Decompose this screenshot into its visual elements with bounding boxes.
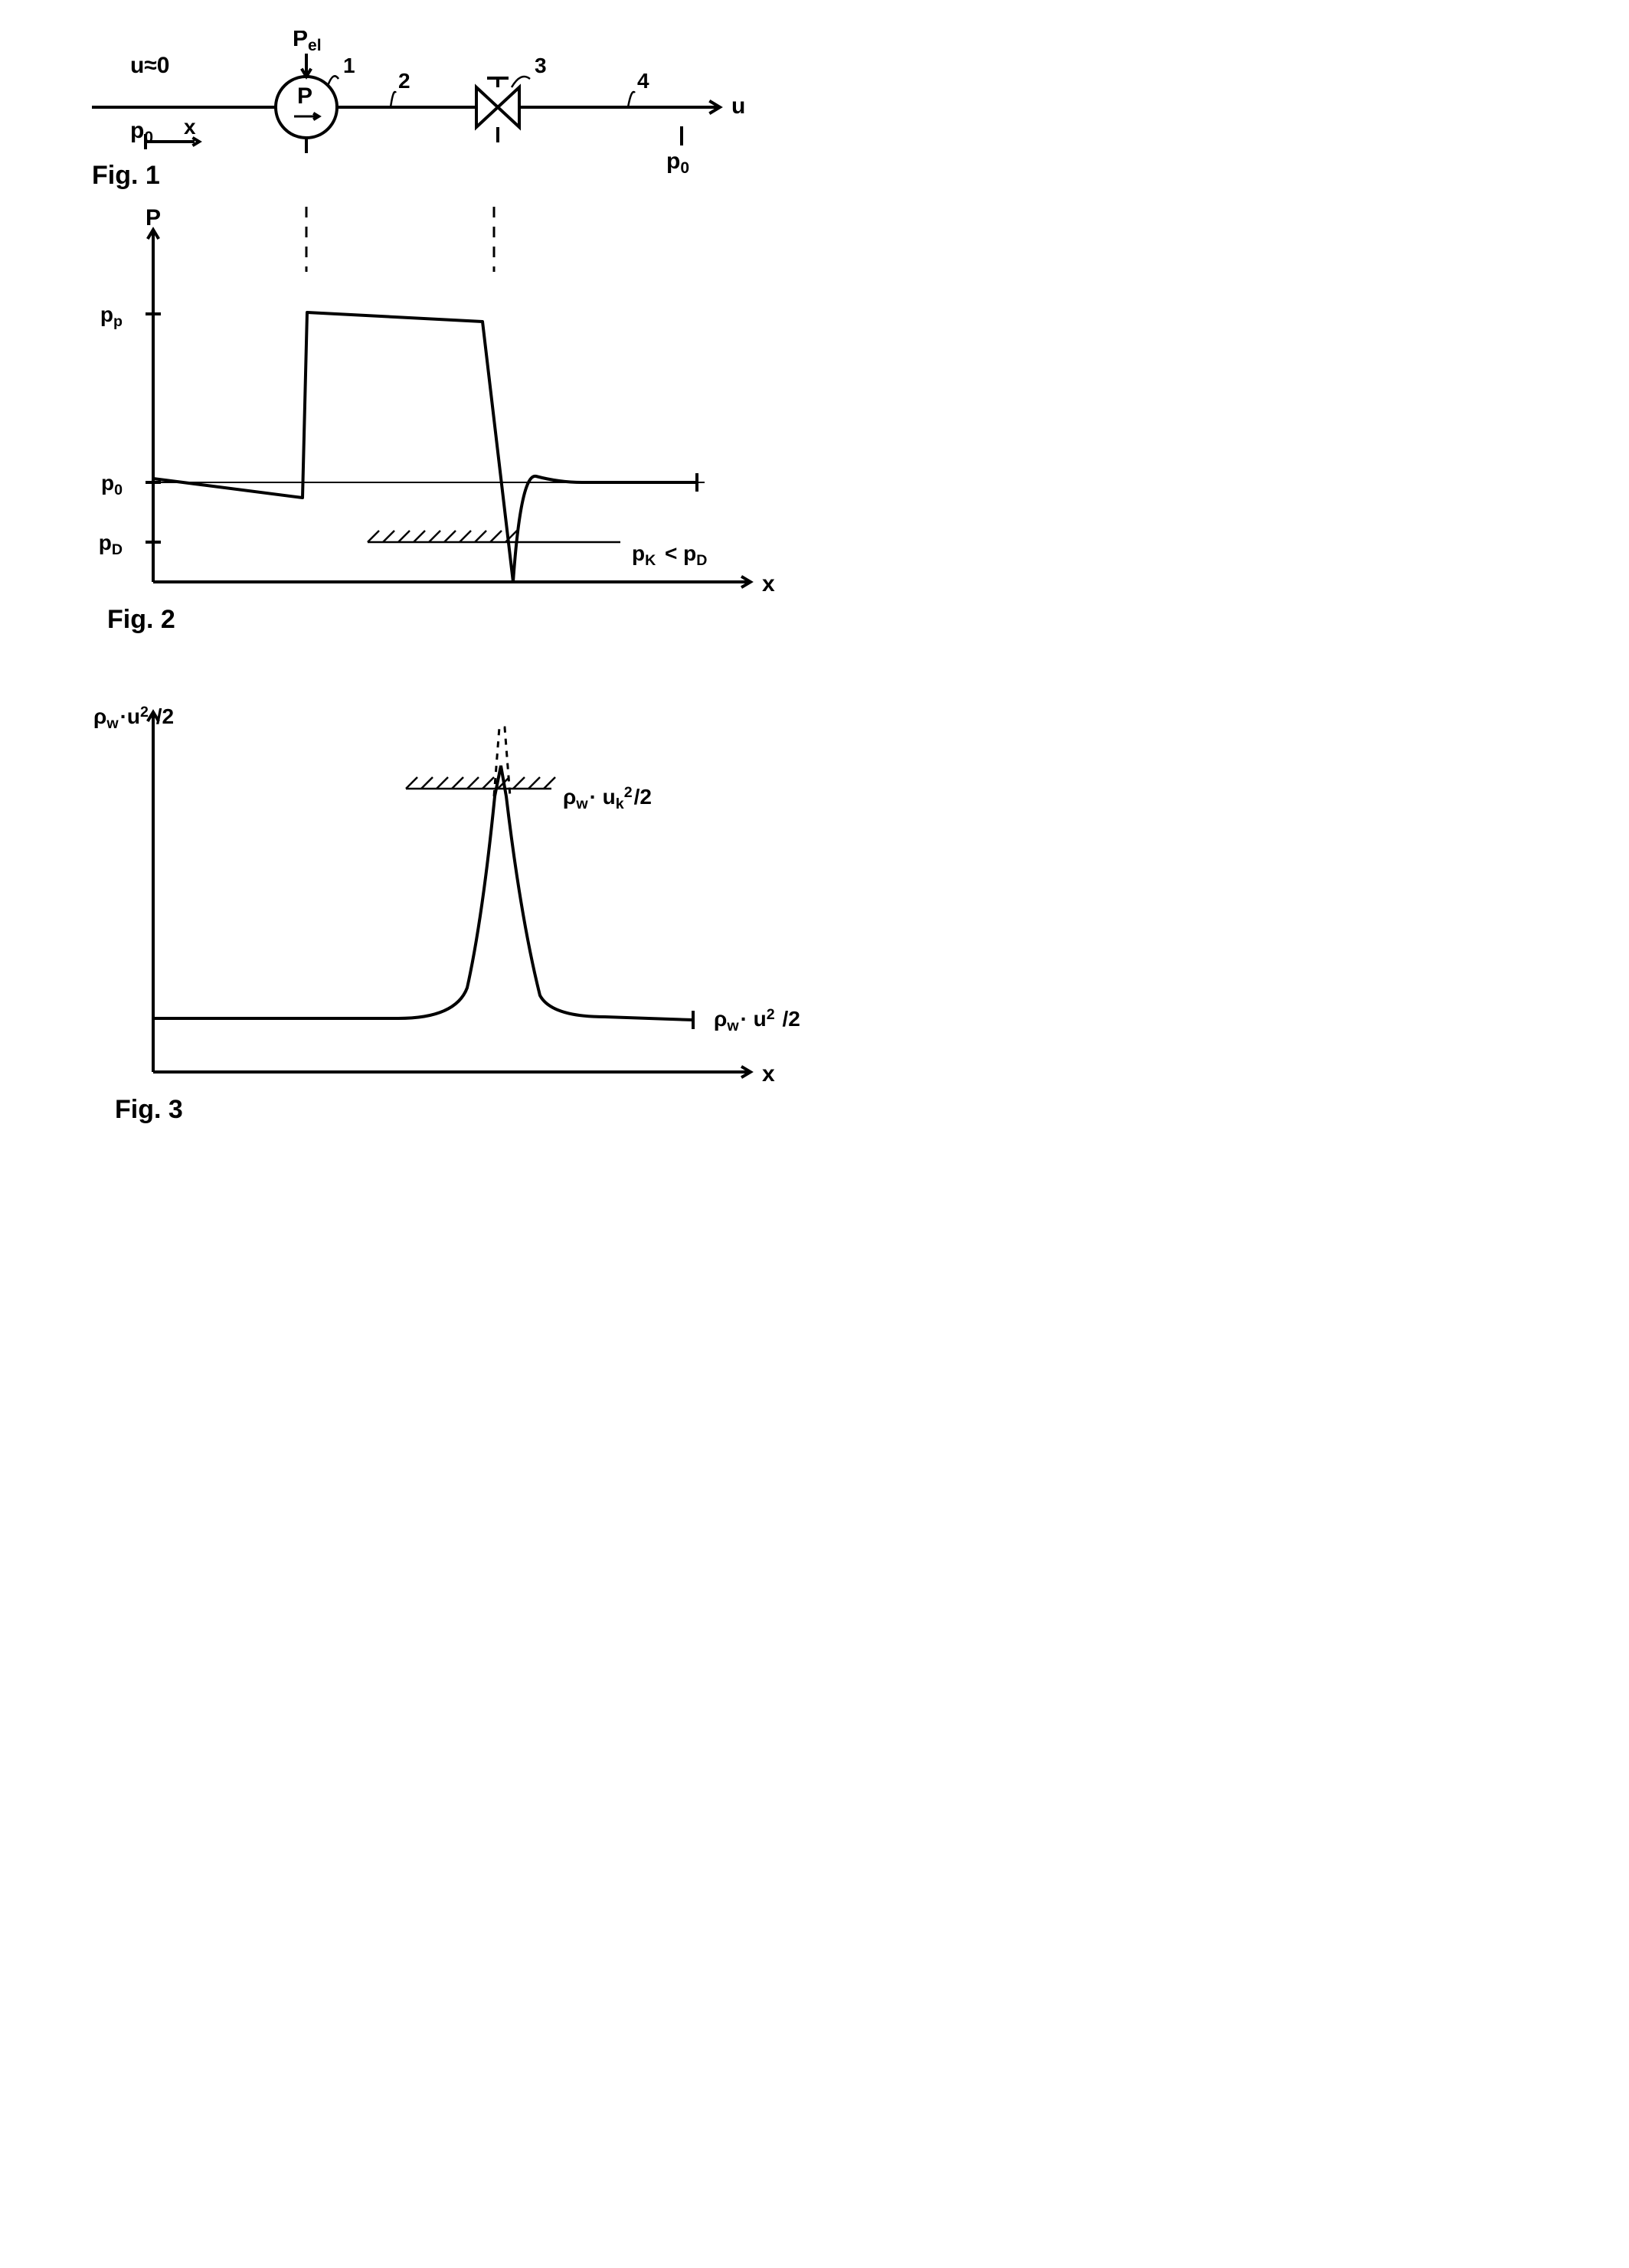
svg-text:x: x [184, 115, 196, 139]
svg-text:u: u [731, 93, 745, 119]
diagram-svg: Pu≈0p0p0uPelx1234Fig. 1Pxppp0pDpK < pDFi… [31, 31, 842, 1164]
svg-text:ρw· u2 /2: ρw· u2 /2 [714, 1006, 800, 1034]
svg-text:P: P [146, 205, 161, 230]
svg-text:1: 1 [343, 54, 355, 77]
svg-text:ρw· uk2/2: ρw· uk2/2 [563, 784, 652, 812]
svg-text:Fig. 3: Fig. 3 [115, 1095, 183, 1124]
svg-text:x: x [762, 1061, 775, 1087]
svg-text:p0: p0 [666, 149, 689, 177]
svg-text:3: 3 [535, 54, 547, 77]
svg-text:pD: pD [99, 531, 123, 558]
svg-text:2: 2 [398, 69, 411, 93]
svg-text:Fig. 2: Fig. 2 [107, 605, 175, 634]
svg-text:Pel: Pel [293, 31, 322, 54]
svg-text:x: x [762, 571, 775, 596]
svg-text:pK < pD: pK < pD [632, 541, 707, 569]
svg-text:P: P [297, 83, 312, 109]
svg-text:Fig. 1: Fig. 1 [92, 161, 160, 190]
svg-text:4: 4 [637, 69, 649, 93]
svg-text:ρw·u2 /2: ρw·u2 /2 [93, 704, 174, 732]
svg-text:pp: pp [100, 302, 123, 330]
svg-text:p0: p0 [101, 471, 123, 498]
svg-text:u≈0: u≈0 [130, 53, 169, 78]
